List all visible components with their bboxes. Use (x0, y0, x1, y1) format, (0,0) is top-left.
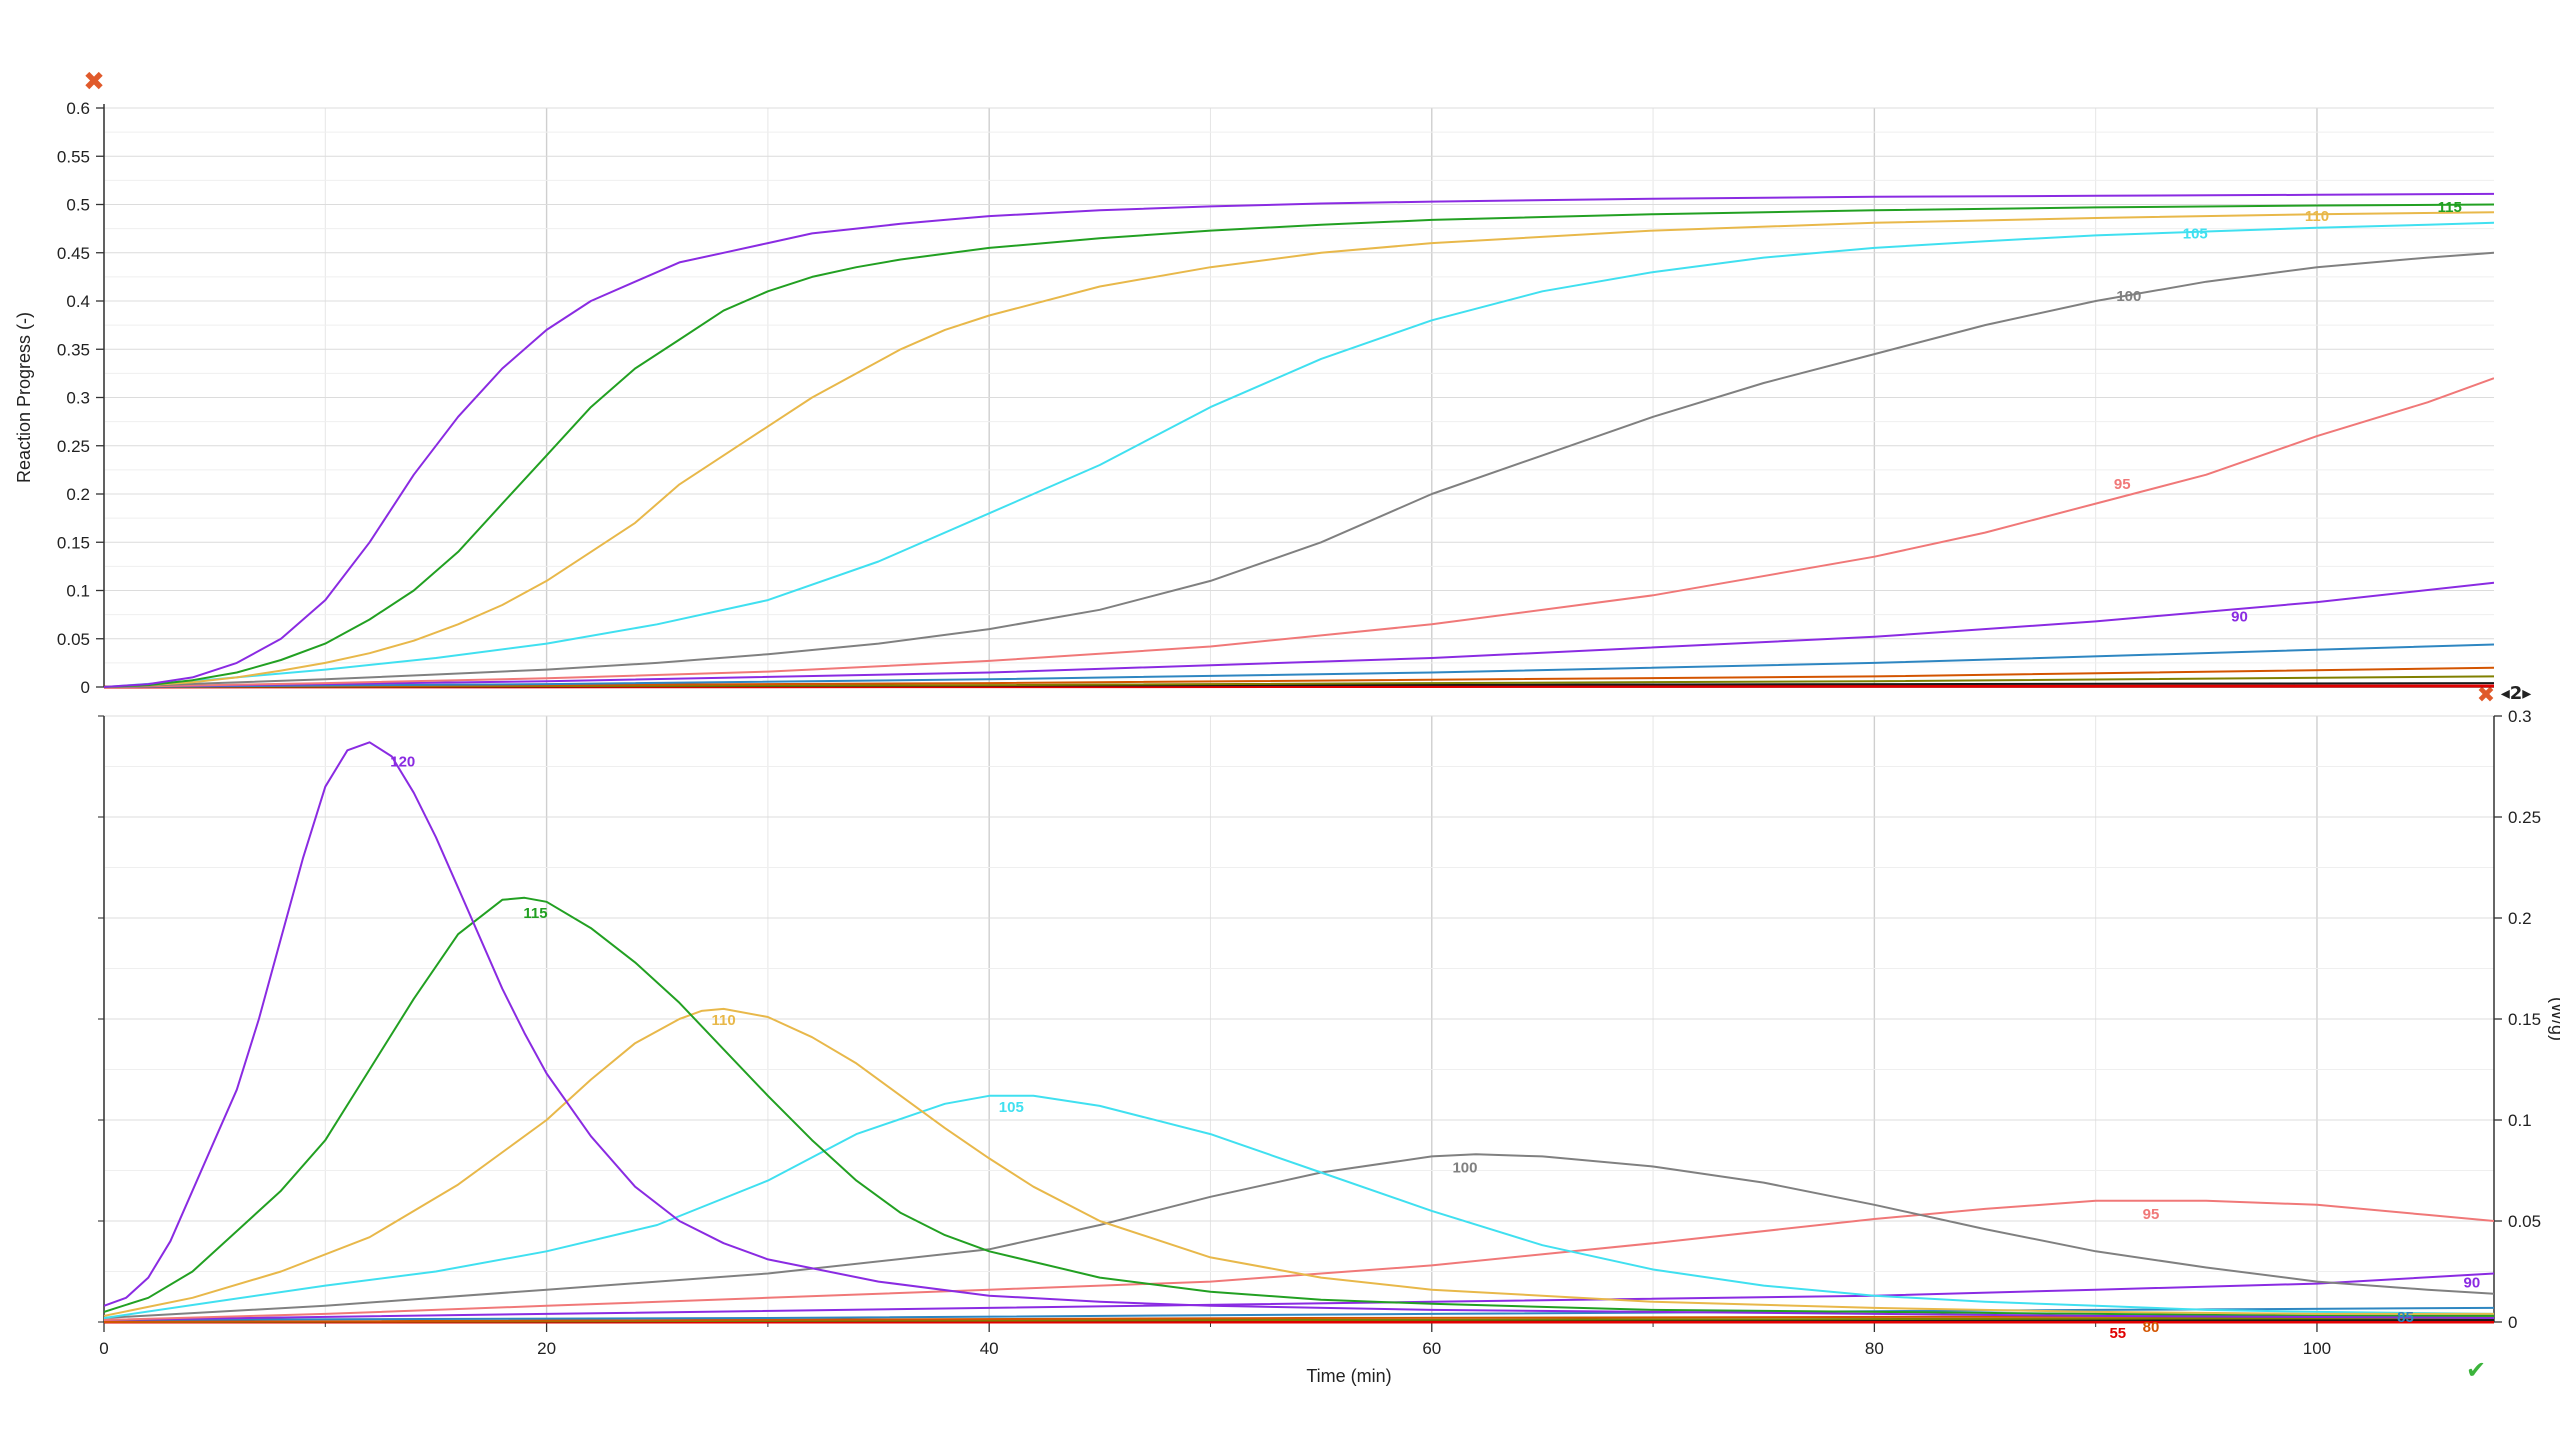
y-tick-label: 0 (2508, 1313, 2517, 1332)
series-label-55: 55 (2109, 1325, 2126, 1342)
y-tick-label: 0.05 (2508, 1212, 2541, 1231)
y-tick-label: 0.15 (57, 533, 90, 552)
series-line-105 (104, 221, 2494, 688)
series-line-85 (104, 1306, 2494, 1321)
series-line-100 (104, 251, 2494, 688)
x-tick-label: 60 (1422, 1339, 1441, 1358)
reaction-progress-plot: 0 0.05 0.1 0.15 0.2 0.25 0.3 0.35 0.4 0.45 0.5 0.55… (14, 99, 2494, 697)
series-label-110: 110 (2305, 208, 2329, 225)
y-axis-title: Reaction Progress (-) (14, 312, 34, 483)
check-icon[interactable]: ✔ (2466, 1356, 2486, 1384)
series-line-110 (104, 211, 2494, 688)
y-tick-label: 0.25 (2508, 808, 2541, 827)
series-group (104, 741, 2494, 1324)
y-axis-title: (W/g) (2548, 997, 2560, 1041)
svg-text:✖: ✖ (2477, 683, 2495, 708)
series-line-95 (104, 1199, 2494, 1321)
y-tick-label: 0 (81, 678, 90, 697)
svg-text:◂2▸: ◂2▸ (2501, 683, 2532, 704)
series-label-105: 105 (2183, 225, 2208, 242)
series-label-90: 90 (2464, 1275, 2481, 1292)
series-label-95: 95 (2114, 476, 2131, 493)
x-tick-label: 40 (980, 1339, 999, 1358)
x-axis-title: Time (min) (1306, 1366, 1391, 1386)
y-tick-label: 0.35 (57, 340, 90, 359)
y-tick-label: 0.1 (66, 582, 90, 601)
series-group (104, 192, 2494, 689)
heat-flow-plot: 0 0.05 0.1 0.15 0.2 0.25 0.3 (W/g) 0 20 40 60 80 100 T… (98, 707, 2560, 1386)
series-line-105 (104, 1094, 2494, 1319)
y-tick-label: 0.6 (66, 99, 90, 118)
series-line-115 (104, 203, 2494, 688)
y-tick-label: 0.05 (57, 630, 90, 649)
series-label-80: 80 (2143, 1319, 2160, 1336)
y-tick-label: 0.15 (2508, 1010, 2541, 1029)
y-tick-label: 0.2 (66, 485, 90, 504)
y-tick-label: 0.2 (2508, 909, 2532, 928)
x-tick-label: 20 (537, 1339, 556, 1358)
series-label-105: 105 (999, 1099, 1024, 1116)
x-tick-label: 100 (2303, 1339, 2331, 1358)
svg-text:✔: ✔ (2466, 1356, 2486, 1384)
series-label-90: 90 (2231, 608, 2248, 625)
y-tick-label: 0.5 (66, 196, 90, 215)
collapse-panel-icon[interactable]: ◂2▸ (2501, 683, 2532, 704)
series-label-100: 100 (1452, 1160, 1477, 1177)
close-icon[interactable]: ✖ (83, 67, 105, 97)
series-line-85 (104, 643, 2494, 688)
series-line-90 (104, 581, 2494, 688)
series-label-120: 120 (390, 754, 415, 771)
series-line-95 (104, 377, 2494, 688)
y-tick-label: 0.45 (57, 244, 90, 263)
series-line-120 (104, 192, 2494, 688)
series-label-95: 95 (2143, 1206, 2160, 1223)
x-tick-label: 0 (99, 1339, 108, 1358)
remove-panel-icon[interactable]: ✖ (2477, 683, 2495, 708)
series-label-85: 85 (2397, 1309, 2414, 1326)
series-label-115: 115 (523, 905, 547, 922)
y-tick-label: 0.1 (2508, 1111, 2532, 1130)
series-line-120 (104, 741, 2494, 1319)
series-label-100: 100 (2116, 288, 2141, 305)
series-line-110 (104, 1007, 2494, 1317)
y-tick-label: 0.3 (2508, 707, 2532, 726)
svg-text:✖: ✖ (83, 67, 105, 97)
y-tick-label: 0.25 (57, 437, 90, 456)
series-line-90 (104, 1272, 2494, 1321)
y-tick-label: 0.4 (66, 292, 90, 311)
series-label-110: 110 (712, 1012, 736, 1029)
y-tick-label: 0.55 (57, 147, 90, 166)
series-line-100 (104, 1153, 2494, 1319)
y-tick-label: 0.3 (66, 389, 90, 408)
series-line-115 (104, 896, 2494, 1317)
series-label-115: 115 (2438, 199, 2462, 216)
x-tick-label: 80 (1865, 1339, 1884, 1358)
